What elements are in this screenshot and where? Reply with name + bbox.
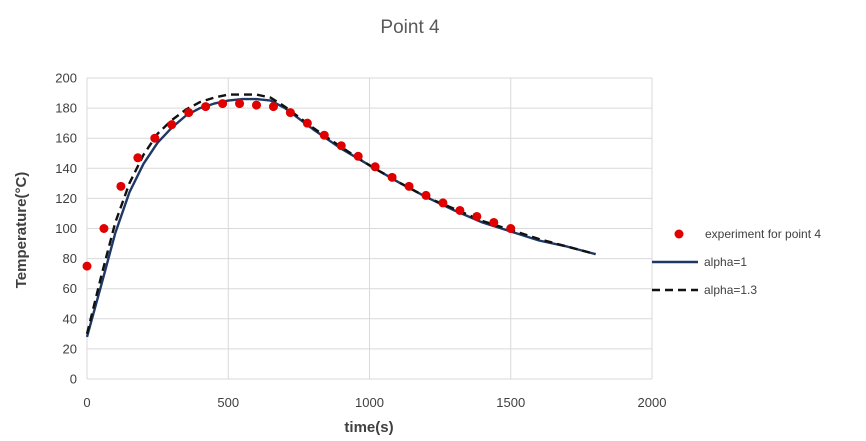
y-tick-labels: 0 20 40 60 80 100 120 140 160 180 200 bbox=[55, 71, 77, 387]
data-point bbox=[336, 141, 346, 151]
series-lines bbox=[85, 93, 596, 338]
data-point bbox=[268, 102, 278, 112]
y-tick-label: 40 bbox=[63, 311, 77, 326]
data-point bbox=[438, 198, 448, 208]
grid bbox=[86, 77, 653, 380]
data-point bbox=[82, 261, 92, 271]
y-tick-label: 160 bbox=[55, 131, 77, 146]
data-point bbox=[133, 153, 143, 163]
legend: experiment for point 4 alpha=1 alpha=1.3 bbox=[652, 227, 821, 297]
data-point bbox=[319, 130, 329, 140]
legend-marker-point bbox=[674, 229, 684, 239]
data-point bbox=[99, 224, 109, 233]
data-point bbox=[353, 151, 363, 161]
y-tick-label: 200 bbox=[55, 71, 77, 86]
data-point bbox=[218, 99, 228, 109]
data-point bbox=[370, 162, 380, 172]
y-tick-label: 180 bbox=[55, 101, 77, 116]
data-point bbox=[387, 172, 397, 182]
x-tick-label: 2000 bbox=[638, 395, 667, 410]
data-point bbox=[252, 100, 261, 110]
series-points bbox=[82, 99, 516, 271]
data-point bbox=[421, 190, 431, 200]
y-axis-label: Temperature(°C) bbox=[13, 172, 30, 289]
x-tick-label: 0 bbox=[83, 395, 90, 410]
y-tick-label: 100 bbox=[55, 221, 77, 236]
data-point bbox=[506, 224, 516, 233]
data-point bbox=[201, 102, 211, 112]
data-point bbox=[184, 108, 194, 118]
data-point bbox=[235, 99, 245, 109]
x-tick-label: 1000 bbox=[355, 395, 384, 410]
y-tick-label: 140 bbox=[55, 161, 77, 176]
data-point bbox=[150, 133, 160, 143]
x-tick-labels: 0 500 1000 1500 2000 bbox=[83, 395, 666, 410]
legend-label: experiment for point 4 bbox=[705, 227, 821, 241]
data-point bbox=[116, 181, 126, 191]
data-point bbox=[302, 118, 312, 128]
y-tick-label: 20 bbox=[63, 341, 77, 356]
data-point bbox=[455, 205, 465, 215]
y-tick-label: 120 bbox=[55, 191, 77, 206]
y-tick-label: 80 bbox=[63, 251, 77, 266]
legend-label: alpha=1.3 bbox=[704, 283, 757, 297]
series-line-alpha-1-3 bbox=[85, 93, 596, 335]
data-point bbox=[472, 211, 482, 221]
y-tick-label: 0 bbox=[70, 372, 77, 387]
x-tick-label: 1500 bbox=[496, 395, 525, 410]
data-point bbox=[167, 120, 177, 130]
chart-title: Point 4 bbox=[380, 17, 440, 38]
data-point bbox=[489, 217, 499, 227]
data-point bbox=[404, 181, 414, 191]
x-tick-label: 500 bbox=[217, 395, 239, 410]
x-axis-label: time(s) bbox=[344, 419, 393, 436]
legend-label: alpha=1 bbox=[704, 255, 747, 269]
data-point bbox=[285, 108, 295, 118]
y-tick-label: 60 bbox=[63, 281, 77, 296]
series-line-alpha-1 bbox=[85, 97, 596, 338]
